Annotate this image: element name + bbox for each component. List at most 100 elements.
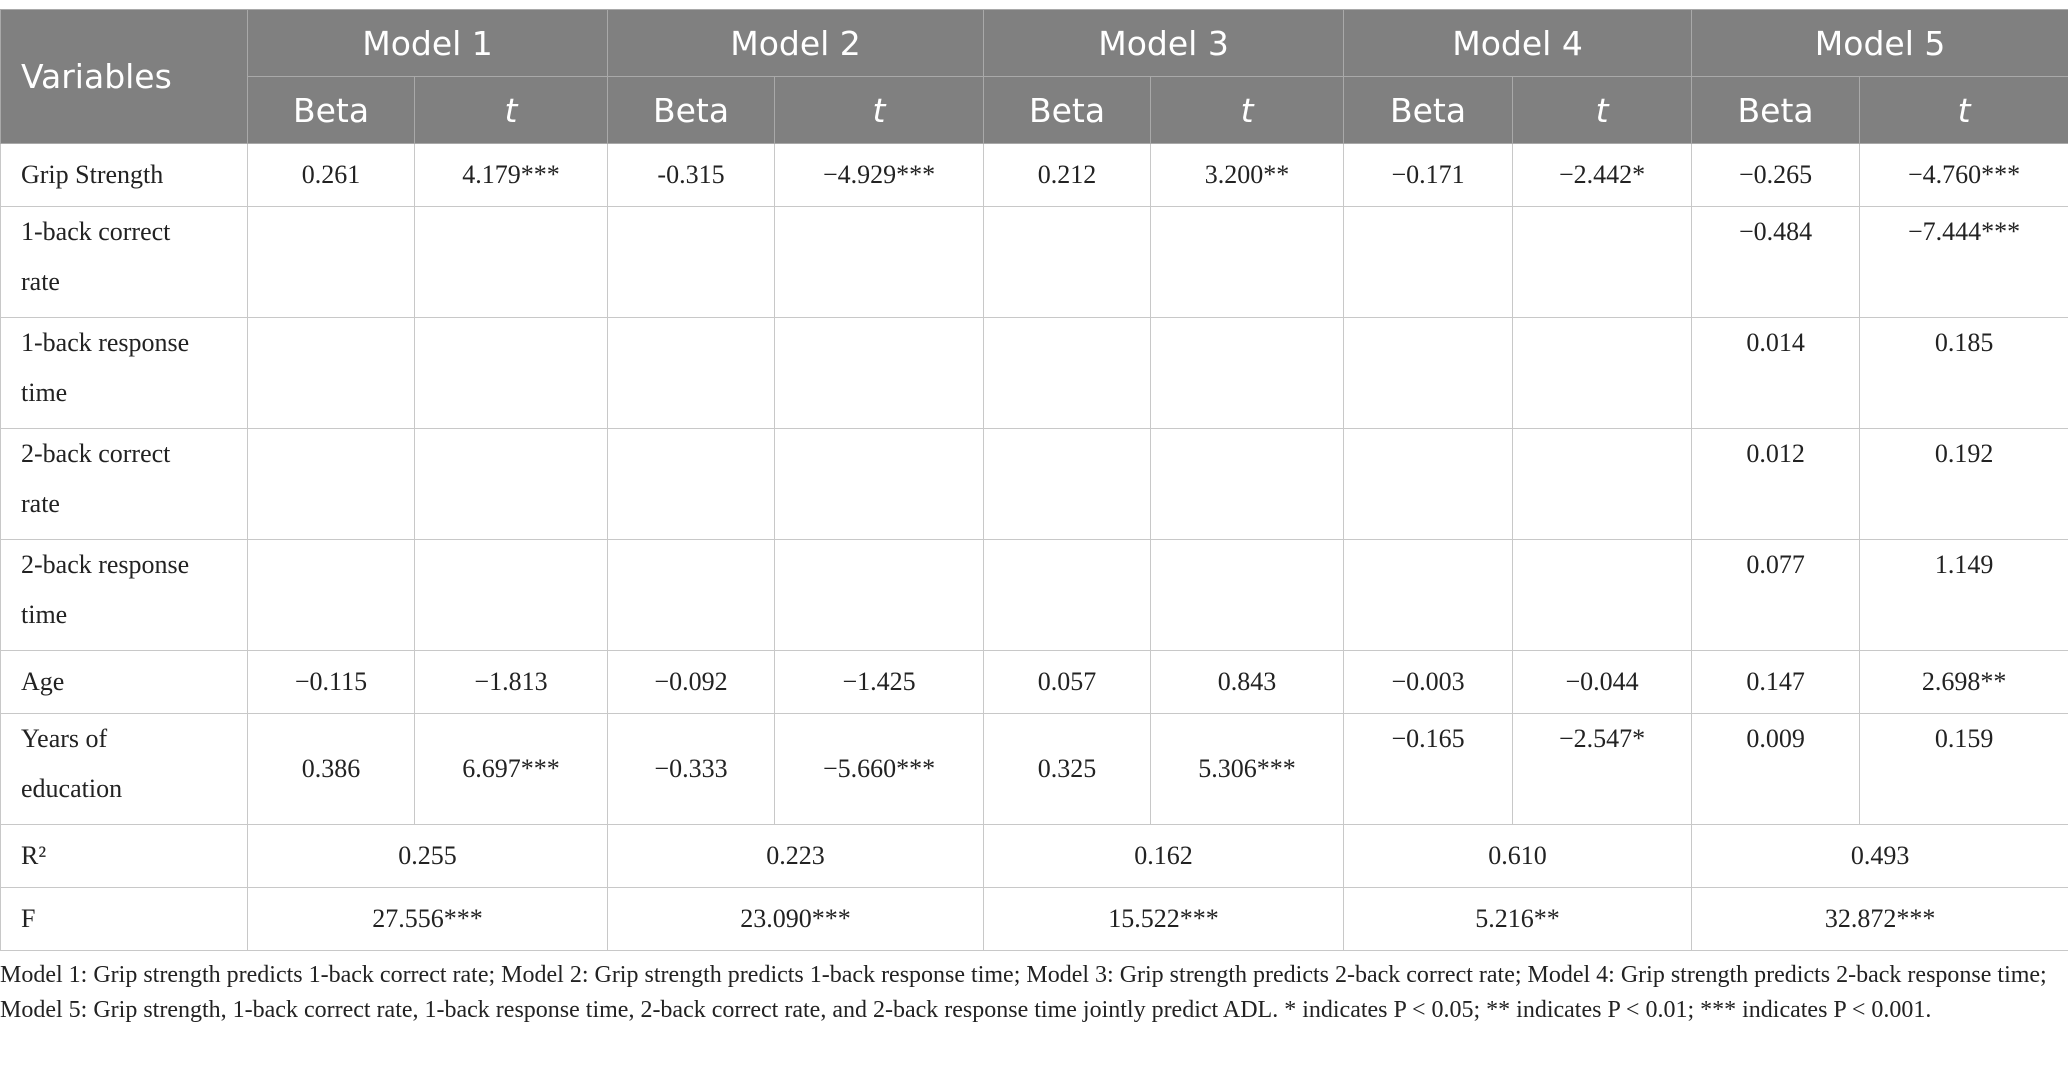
summary-cell: 27.556*** (246, 887, 609, 951)
row-label-line: 1-back correct (21, 217, 171, 246)
value-cell (1343, 317, 1514, 429)
row-label: 2-back response time (0, 539, 248, 651)
value-cell: 0.009 (1691, 713, 1861, 825)
subheader: t (413, 76, 609, 144)
value-cell (247, 428, 415, 540)
value-cell: −0.171 (1343, 143, 1514, 207)
row-label-line: time (21, 600, 68, 629)
value-cell (413, 428, 609, 540)
value-cell: −2.442* (1512, 143, 1693, 207)
value-cell: 6.697*** (413, 713, 609, 825)
summary-cell: 15.522*** (983, 887, 1345, 951)
subheader: Beta (1691, 76, 1861, 144)
value-cell (607, 428, 776, 540)
subheader: Beta (247, 76, 415, 144)
summary-cell: 0.255 (246, 824, 609, 888)
value-cell: −4.929*** (774, 143, 985, 207)
table-body: Grip Strength 0.261 4.179*** -0.315 −4.929**… (0, 143, 2068, 951)
row-label-line: 2-back response (21, 550, 190, 579)
value-cell (983, 539, 1152, 651)
summary-cell: 0.493 (1691, 824, 2068, 888)
row-label: 1-back correct rate (0, 206, 248, 318)
value-cell (1512, 428, 1693, 540)
value-cell (1343, 206, 1514, 318)
row-label-line: Grip Strength (21, 160, 164, 189)
value-cell: 0.192 (1859, 428, 2068, 540)
summary-row: R² 0.255 0.223 0.162 0.610 0.493 (0, 824, 2068, 888)
row-label-line: 1-back response (21, 328, 190, 357)
subheader: Beta (1343, 76, 1514, 144)
row-label: 1-back response time (0, 317, 248, 429)
summary-cell: 0.162 (983, 824, 1345, 888)
value-cell (983, 206, 1152, 318)
value-cell (1150, 428, 1345, 540)
value-cell (1512, 539, 1693, 651)
subheader: t (1859, 76, 2068, 144)
value-cell: −0.003 (1343, 650, 1514, 714)
subheader: t (1150, 76, 1345, 144)
value-cell: −1.425 (774, 650, 985, 714)
value-cell: 3.200** (1150, 143, 1345, 207)
value-cell: 0.077 (1691, 539, 1861, 651)
model-header: Model 5 (1691, 9, 2068, 77)
value-cell: 0.014 (1691, 317, 1861, 429)
data-row: 1-back correct rate −0.484 −7.444*** (0, 206, 2068, 318)
value-cell: −0.115 (247, 650, 415, 714)
value-cell: −0.165 (1343, 713, 1514, 825)
header-row: Variables Model 1 Model 2 Model 3 Model 4 Mo… (0, 9, 2068, 144)
value-cell: −5.660*** (774, 713, 985, 825)
row-label: Years of education (0, 713, 248, 825)
value-cell: 0.212 (983, 143, 1152, 207)
footnote: Model 1: Grip strength predicts 1-back c… (0, 962, 2047, 1023)
value-cell: 0.159 (1859, 713, 2068, 825)
value-cell (607, 539, 776, 651)
value-cell: −7.444*** (1859, 206, 2068, 318)
value-cell (774, 317, 985, 429)
data-row: Grip Strength 0.261 4.179*** -0.315 −4.929**… (0, 143, 2068, 207)
value-cell: −0.092 (607, 650, 776, 714)
value-cell (1150, 317, 1345, 429)
value-cell (1343, 539, 1514, 651)
value-cell: 0.012 (1691, 428, 1861, 540)
value-cell: 2.698** (1859, 650, 2068, 714)
value-cell (774, 539, 985, 651)
row-label-line: Years of (21, 724, 108, 753)
summary-cell: 0.610 (1343, 824, 1693, 888)
row-label: Age (0, 650, 248, 714)
row-label: Grip Strength (0, 143, 248, 207)
data-row: 2-back correct rate 0.012 0.192 (0, 428, 2068, 540)
value-cell: 0.185 (1859, 317, 2068, 429)
data-row: 1-back response time 0.014 0.185 (0, 317, 2068, 429)
summary-cell: 0.223 (607, 824, 985, 888)
value-cell (983, 428, 1152, 540)
value-cell (983, 317, 1152, 429)
model-header: Model 2 (607, 9, 985, 77)
row-label: R² (0, 824, 248, 888)
model-header: Model 1 (246, 9, 609, 77)
value-cell (774, 428, 985, 540)
data-row: Years of education 0.386 6.697*** −0.333 −5.6… (0, 713, 2068, 825)
model-header: Model 3 (983, 9, 1345, 77)
subheader: Beta (607, 76, 776, 144)
value-cell: −0.484 (1691, 206, 1861, 318)
value-cell (413, 317, 609, 429)
results-table: Variables Model 1 Model 2 Model 3 Model 4 Mo… (0, 9, 2068, 951)
value-cell (1512, 317, 1693, 429)
row-label-line: time (21, 378, 68, 407)
value-cell (1150, 206, 1345, 318)
value-cell: −0.333 (607, 713, 776, 825)
row-label: F (0, 887, 248, 951)
data-row: Age −0.115 −1.813 −0.092 −1.425 0.057 0.843 −0.… (0, 650, 2068, 714)
value-cell (1343, 428, 1514, 540)
row-label-line: rate (21, 267, 60, 296)
value-cell (247, 539, 415, 651)
value-cell (247, 206, 415, 318)
value-cell (1512, 206, 1693, 318)
summary-row: F 27.556*** 23.090*** 15.522*** 5.216** 32.87… (0, 887, 2068, 951)
value-cell (413, 206, 609, 318)
corner-header: Variables (0, 9, 248, 144)
value-cell: 0.261 (247, 143, 415, 207)
value-cell: 0.147 (1691, 650, 1861, 714)
row-label: 2-back correct rate (0, 428, 248, 540)
